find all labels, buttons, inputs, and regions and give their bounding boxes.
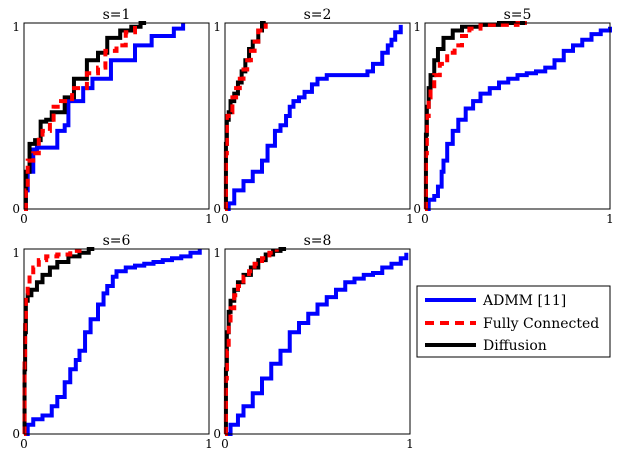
series-line-fully-connected <box>223 23 268 211</box>
series-line-admm <box>425 26 612 211</box>
legend-label-fully-connected: Fully Connected <box>483 316 599 332</box>
series-line-diffusion <box>22 247 95 436</box>
axes-box <box>224 248 411 435</box>
series-line-fully-connected <box>23 23 137 211</box>
subplot-1: s=1 0 1 0 1 <box>12 7 212 226</box>
legend-label-diffusion: Diffusion <box>483 338 547 354</box>
y-tick-label: 0 <box>213 427 221 441</box>
y-tick-label: 1 <box>12 246 20 260</box>
x-tick-label: 1 <box>406 212 414 226</box>
x-tick-label: 1 <box>205 437 213 451</box>
subplot-5: s=8 0 1 0 1 <box>213 233 413 451</box>
subplot-title: s=8 <box>304 233 332 249</box>
x-tick-label: 1 <box>406 437 414 451</box>
y-tick-label: 1 <box>413 20 421 34</box>
x-tick-label: 1 <box>205 212 213 226</box>
series-line-diffusion <box>223 247 287 436</box>
series-line-fully-connected <box>423 21 527 211</box>
axes-box <box>424 22 611 210</box>
y-tick-label: 0 <box>413 202 421 216</box>
y-tick-label: 0 <box>12 202 20 216</box>
y-tick-label: 0 <box>12 427 20 441</box>
subplot-3: s=5 0 1 0 1 <box>413 7 613 226</box>
legend: ADMM [11] Fully Connected Diffusion <box>416 285 611 358</box>
subplot-4: s=6 0 1 0 1 <box>12 233 212 451</box>
x-tick-label: 0 <box>221 437 229 451</box>
subplot-title: s=5 <box>504 7 532 23</box>
y-tick-label: 1 <box>12 20 20 34</box>
series-line-admm <box>24 249 202 436</box>
series-group <box>223 21 403 211</box>
series-line-admm <box>23 23 186 211</box>
series-group <box>22 247 202 436</box>
x-tick-label: 1 <box>606 212 614 226</box>
x-tick-label: 0 <box>421 212 429 226</box>
series-line-admm <box>225 252 409 436</box>
subplot-2: s=2 0 1 0 1 <box>213 7 413 226</box>
y-tick-label: 1 <box>213 20 221 34</box>
series-line-diffusion <box>23 21 147 211</box>
y-tick-label: 1 <box>213 246 221 260</box>
legend-label-admm: ADMM [11] <box>482 293 566 309</box>
x-tick-label: 0 <box>20 212 28 226</box>
axes-box <box>23 248 210 435</box>
y-tick-label: 0 <box>213 202 221 216</box>
subplot-title: s=1 <box>103 7 131 23</box>
x-tick-label: 0 <box>221 212 229 226</box>
series-line-fully-connected <box>223 249 279 436</box>
axes-box <box>23 22 210 210</box>
series-line-admm <box>225 24 403 211</box>
axes-box <box>224 22 411 210</box>
subplot-title: s=6 <box>103 233 131 249</box>
subplot-title: s=2 <box>304 7 332 23</box>
series-group <box>23 21 186 211</box>
series-group <box>223 247 409 436</box>
series-group <box>423 21 612 211</box>
x-tick-label: 0 <box>20 437 28 451</box>
